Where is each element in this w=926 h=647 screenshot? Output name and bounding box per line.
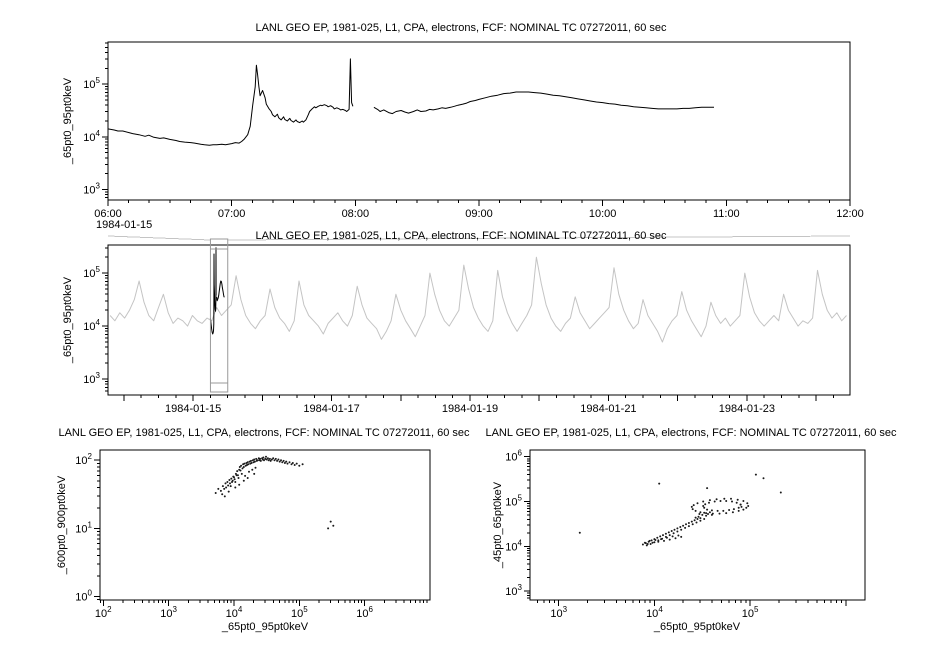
svg-text:1984-01-19: 1984-01-19 [442, 403, 498, 415]
svg-text:105: 105 [83, 265, 100, 280]
svg-text:105: 105 [742, 605, 759, 620]
electron-flux-line [373, 91, 714, 115]
svg-text:100: 100 [75, 589, 92, 604]
svg-text:102: 102 [95, 605, 112, 620]
svg-text:10:00: 10:00 [589, 208, 617, 220]
svg-text:103: 103 [83, 181, 100, 196]
svg-text:08:00: 08:00 [342, 208, 370, 220]
svg-text:06:00: 06:00 [94, 208, 122, 220]
panel1-start-date-label: 1984-01-15 [96, 219, 153, 231]
scatter-points [578, 473, 782, 547]
svg-text:104: 104 [505, 538, 522, 553]
panel3-ylabel: _600pt0_900pt0keV [56, 475, 68, 575]
zoom-selection-box[interactable] [107, 235, 851, 393]
panel1-title: LANL GEO EP, 1981-025, L1, CPA, electron… [255, 22, 667, 34]
svg-text:12:00: 12:00 [836, 208, 864, 220]
svg-text:105: 105 [291, 605, 308, 620]
panel4-xlabel: _65pt0_95pt0keV [653, 621, 741, 633]
svg-text:09:00: 09:00 [465, 208, 493, 220]
svg-text:103: 103 [550, 605, 567, 620]
panel4-ylabel: _45pt0_65pt0keV [492, 481, 504, 569]
panel3-title: LANL GEO EP, 1981-025, L1, CPA, electron… [58, 427, 470, 439]
scatter-points [214, 455, 335, 530]
svg-text:104: 104 [226, 605, 243, 620]
svg-text:104: 104 [83, 318, 100, 333]
svg-text:103: 103 [83, 371, 100, 386]
svg-text:105: 105 [83, 76, 100, 91]
svg-text:104: 104 [83, 129, 100, 144]
panel3-xlabel: _65pt0_95pt0keV [221, 621, 309, 633]
panel-timeseries-zoom[interactable]: 103 104 105 06:00 07:00 08:00 09:00 10:00 11:00 1… [83, 41, 864, 220]
svg-text:103: 103 [505, 583, 522, 598]
svg-text:103: 103 [160, 605, 177, 620]
svg-text:1984-01-21: 1984-01-21 [580, 403, 636, 415]
svg-text:106: 106 [356, 605, 373, 620]
svg-text:11:00: 11:00 [713, 208, 740, 220]
svg-text:102: 102 [75, 452, 92, 467]
panel2-ylabel: _65pt0_95pt0keV [62, 276, 74, 364]
svg-text:1984-01-17: 1984-01-17 [303, 403, 359, 415]
panel2-title: LANL GEO EP, 1981-025, L1, CPA, electron… [255, 230, 667, 242]
panel-scatter-45-65[interactable]: 103 104 105 106 103 104 105 [505, 449, 866, 620]
svg-text:07:00: 07:00 [218, 208, 246, 220]
svg-text:105: 105 [505, 493, 522, 508]
panel-scatter-600-900[interactable]: 100 101 102 102 103 104 105 106 [75, 449, 431, 620]
svg-text:106: 106 [505, 449, 522, 464]
svg-text:101: 101 [75, 520, 92, 535]
context-flux-line [109, 256, 847, 343]
electron-flux-line [107, 58, 354, 146]
highlighted-interval-line [216, 280, 225, 302]
svg-text:104: 104 [646, 605, 663, 620]
panel-timeseries-context[interactable]: 103 104 105 1984-01-15 1984-01-17 1984-01-19 1… [83, 235, 851, 415]
panel1-ylabel: _65pt0_95pt0keV [62, 77, 74, 165]
panel4-title: LANL GEO EP, 1981-025, L1, CPA, electron… [485, 427, 897, 439]
highlighted-interval-line [209, 247, 217, 335]
svg-text:1984-01-23: 1984-01-23 [719, 403, 775, 415]
svg-text:1984-01-15: 1984-01-15 [165, 403, 221, 415]
